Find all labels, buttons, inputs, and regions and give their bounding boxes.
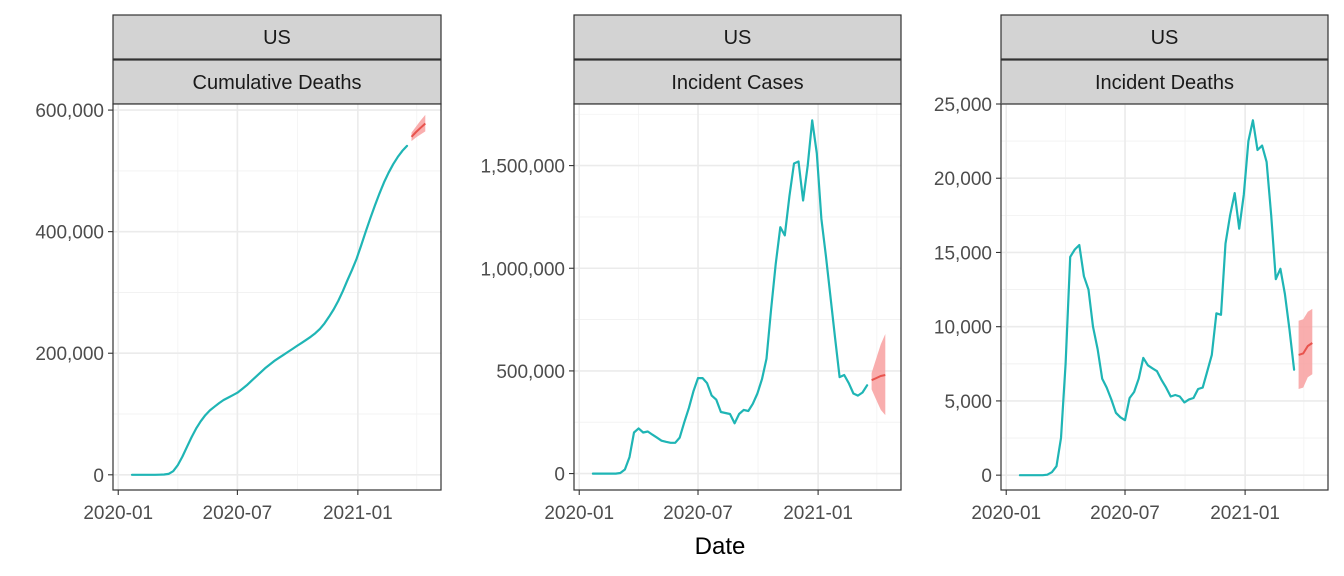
facet-strip-2 [112, 59, 442, 105]
observed-series-line [591, 119, 869, 475]
y-tick-label: 200,000 [35, 344, 104, 365]
forecast-median-line [410, 122, 426, 138]
y-tick-label: 600,000 [35, 101, 104, 122]
y-tick-label: 0 [554, 465, 565, 486]
y-tick-label: 25,000 [934, 95, 992, 116]
x-tick-label: 2021-01 [323, 503, 393, 524]
facet-strip-label-2: Cumulative Deaths [193, 72, 362, 94]
facet-strip-label-1: US [263, 27, 291, 49]
y-tick-label: 500,000 [496, 362, 565, 383]
x-tick-label: 2020-01 [83, 503, 153, 524]
y-tick-label: 15,000 [934, 243, 992, 264]
x-tick-label: 2020-07 [663, 503, 733, 524]
y-tick-label: 0 [981, 466, 992, 487]
x-tick-label: 2020-01 [971, 503, 1041, 524]
x-tick-label: 2020-01 [544, 503, 614, 524]
observed-series-line [1018, 119, 1296, 477]
panel-border [1000, 103, 1329, 491]
forecast-median-line [871, 374, 886, 382]
facet-panel-3: US Incident Deaths 0 5,000 10,000 15,000 20,00… [934, 14, 1329, 524]
x-tick-label: 2021-01 [783, 503, 853, 524]
x-tick-label: 2020-07 [1090, 503, 1160, 524]
panel-border [112, 103, 442, 491]
observed-series-line [130, 144, 409, 476]
x-axis-title: Date [695, 533, 746, 560]
y-tick-label: 400,000 [35, 223, 104, 244]
y-tick-label: 1,500,000 [480, 157, 565, 178]
facet-strip-1 [573, 14, 902, 60]
facet-strip-2 [1000, 59, 1329, 105]
x-tick-label: 2021-01 [1210, 503, 1280, 524]
forecast-median-line [1298, 342, 1313, 356]
facet-panel-1: US Cumulative Deaths 0 200,000 400,000 600,00… [35, 14, 442, 524]
y-tick-label: 10,000 [934, 318, 992, 339]
facet-strip-1 [112, 14, 442, 60]
panel-border [573, 103, 902, 491]
facet-strip-label-1: US [724, 27, 752, 49]
facet-strip-label-2: Incident Cases [671, 72, 803, 94]
panel-background [1001, 104, 1328, 490]
panels-layer: US Cumulative Deaths 0 200,000 400,000 600,00… [35, 14, 1329, 524]
y-tick-label: 20,000 [934, 169, 992, 190]
forecast-interval-band [871, 334, 886, 416]
x-tick-label: 2020-07 [203, 503, 273, 524]
y-tick-label: 0 [93, 466, 104, 487]
panel-background [113, 104, 441, 490]
facet-strip-2 [573, 59, 902, 105]
facet-panel-2: US Incident Cases 0 500,000 1,000,000 1,500,0… [480, 14, 902, 524]
panel-background [574, 104, 901, 490]
facet-strip-1 [1000, 14, 1329, 60]
facet-strip-label-2: Incident Deaths [1095, 72, 1234, 94]
y-tick-label: 5,000 [944, 392, 992, 413]
y-tick-label: 1,000,000 [480, 259, 565, 280]
facet-strip-label-1: US [1151, 27, 1179, 49]
